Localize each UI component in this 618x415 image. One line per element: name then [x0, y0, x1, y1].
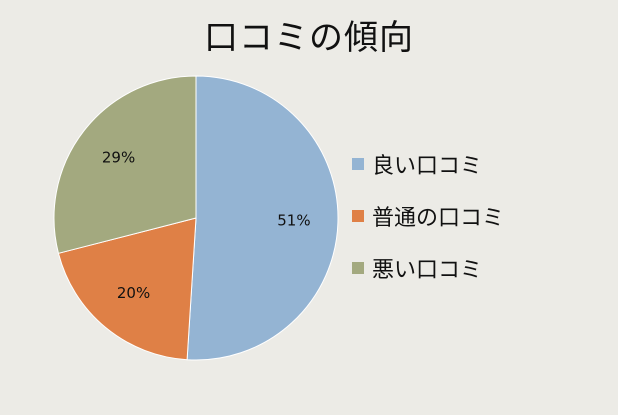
- legend-item-2: 普通の口コミ: [352, 198, 504, 234]
- slice-value-label-1: 51%: [277, 212, 310, 230]
- pie-slice-2: [57, 217, 197, 361]
- legend-swatch: [352, 262, 364, 274]
- legend-item-3: 悪い口コミ: [352, 250, 504, 286]
- legend: 良い口コミ普通の口コミ 悪い口コミ: [352, 146, 504, 286]
- slice-value-label-3: 29%: [102, 148, 135, 166]
- legend-item-1: 良い口コミ: [352, 146, 504, 182]
- pie-slice-1: [186, 75, 339, 361]
- pie-slice-3: [53, 75, 197, 254]
- legend-swatch: [352, 158, 364, 170]
- legend-label: 悪い口コミ: [372, 258, 483, 283]
- legend-swatch: [352, 210, 364, 222]
- legend-label: 普通の口コミ: [372, 206, 505, 231]
- slice-value-label-2: 20%: [117, 284, 150, 302]
- legend-label: 良い口コミ: [372, 154, 483, 179]
- chart-title: 口コミの傾向: [204, 18, 414, 58]
